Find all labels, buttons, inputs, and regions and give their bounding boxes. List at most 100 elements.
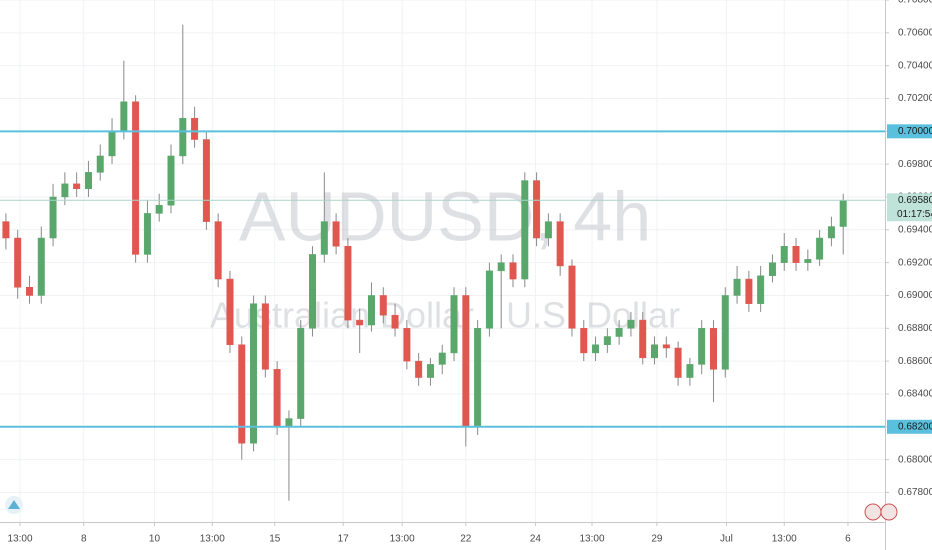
y-tick-label: 0.70600	[898, 27, 932, 38]
y-tick-label: 0.69400	[898, 224, 932, 235]
x-tick-label: 24	[530, 534, 542, 545]
candle-body	[757, 275, 765, 304]
candle-body	[297, 328, 305, 419]
candle-body	[320, 221, 328, 255]
candle-body	[143, 213, 151, 255]
candle-body	[780, 245, 788, 263]
y-tick-label: 0.69000	[898, 290, 932, 301]
candle-body	[49, 196, 57, 239]
candle-body	[450, 295, 458, 354]
candle-body	[674, 347, 682, 378]
candle-body	[73, 183, 81, 190]
candle-body	[2, 221, 10, 239]
candle-body	[132, 101, 140, 255]
candle-body	[344, 245, 352, 321]
y-tick-label: 0.69800	[898, 159, 932, 170]
candle-body	[403, 328, 411, 362]
candle-body	[226, 278, 234, 345]
x-tick-label: 13:00	[772, 534, 797, 545]
y-tick-label: 0.68400	[898, 389, 932, 400]
candle-body	[698, 328, 706, 365]
candle-body	[273, 369, 281, 428]
candle-body	[474, 328, 482, 428]
x-tick-label: Jul	[720, 534, 733, 545]
axes: 0.67800 0.68000 0.68200 0.68400 0.68600 0.688…	[8, 0, 932, 545]
y-tick-label: 0.70400	[898, 60, 932, 71]
candle-body	[686, 364, 694, 378]
x-tick-label: 8	[81, 534, 87, 545]
x-tick-label: 22	[460, 534, 472, 545]
x-tick-label: 10	[149, 534, 161, 545]
x-tick-label: 15	[269, 534, 281, 545]
level-label-box	[887, 124, 932, 139]
candle-body	[651, 344, 659, 359]
candle-body	[462, 295, 470, 428]
candle-body	[709, 328, 717, 370]
candle-body	[356, 319, 364, 326]
flag-icon[interactable]	[864, 503, 882, 521]
candle-body	[721, 295, 729, 370]
candle-body	[261, 303, 269, 370]
candle-body	[108, 131, 116, 157]
candle-body	[827, 226, 835, 239]
candle-body	[415, 360, 423, 378]
candle-body	[768, 262, 776, 277]
logo-mark	[8, 500, 20, 509]
candle-body	[521, 180, 529, 280]
candle-body	[120, 101, 128, 132]
candle-body	[544, 221, 552, 239]
y-tick-label: 0.69200	[898, 257, 932, 268]
y-tick-label: 0.68000	[898, 454, 932, 465]
candle-body	[332, 221, 340, 247]
candle-body	[202, 139, 210, 222]
candle-body	[603, 336, 611, 345]
candle-body	[615, 328, 623, 337]
candle-body	[285, 418, 293, 428]
candle-body	[25, 287, 33, 296]
candle-body	[816, 237, 824, 260]
watermark-title: AUDUSD, 4h	[239, 177, 651, 255]
candle-body	[250, 303, 258, 444]
flag-icon[interactable]	[880, 503, 898, 521]
x-tick-label: 6	[845, 534, 851, 545]
y-tick-label: 0.68600	[898, 356, 932, 367]
x-tick-label: 17	[338, 534, 350, 545]
y-tick-label: 0.68800	[898, 323, 932, 334]
last-price-label: 0.69580	[898, 195, 932, 206]
plot	[0, 24, 885, 501]
x-tick-label: 29	[651, 534, 663, 545]
candle-body	[733, 278, 741, 296]
candle-body	[191, 117, 199, 140]
candle-body	[391, 314, 399, 329]
candle-body	[839, 200, 847, 227]
candle-body	[639, 319, 647, 359]
y-tick-label: 0.70800	[898, 0, 932, 6]
candle-body	[497, 262, 505, 272]
candle-body	[745, 278, 753, 304]
candle-body	[96, 155, 104, 173]
candle-body	[792, 245, 800, 263]
candle-body	[592, 344, 600, 354]
countdown-label: 01:17:54	[897, 209, 932, 220]
candle-body	[662, 344, 670, 349]
candle-body	[14, 237, 22, 288]
candle-body	[533, 180, 541, 239]
watermark-subtitle: Australian Dollar · U.S. Dollar	[210, 295, 680, 336]
candle-body	[485, 270, 493, 329]
y-tick-label: 0.67800	[898, 487, 932, 498]
candle-body	[84, 172, 92, 190]
candle-body	[627, 319, 635, 329]
candle-body	[804, 259, 812, 263]
x-tick-label: 13:00	[8, 534, 33, 545]
candle-body	[438, 352, 446, 365]
candle-body	[379, 295, 387, 316]
candle-body	[568, 265, 576, 329]
candle-body	[426, 364, 434, 378]
candle-body	[167, 155, 175, 206]
candle-body	[556, 221, 564, 267]
candle-body	[61, 183, 69, 198]
candle-body	[580, 328, 588, 354]
x-tick-label: 13:00	[390, 534, 415, 545]
candle-body	[155, 204, 163, 214]
